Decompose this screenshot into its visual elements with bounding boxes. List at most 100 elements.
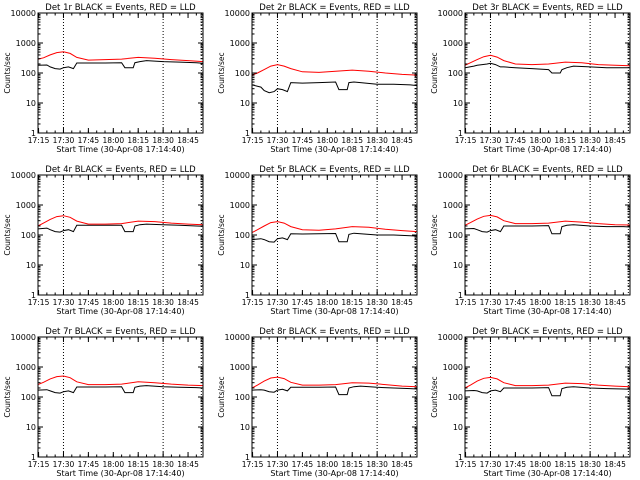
plot-frame (37, 336, 204, 458)
x-tick-label: 18:00 (316, 460, 338, 469)
chart-title: Det 4r BLACK = Events, RED = LLD (45, 165, 196, 175)
x-tick-label: 18:30 (579, 298, 601, 307)
plot-frame (464, 336, 631, 458)
chart-panel: Det 2r BLACK = Events, RED = LLD 1 10 100 10… (217, 3, 418, 154)
x-axis-label: Start Time (30-Apr-08 17:14:40) (483, 469, 611, 478)
x-tick-label: 17:30 (267, 136, 289, 145)
x-tick-label: 17:45 (505, 136, 527, 145)
lld-series-line (251, 221, 418, 234)
y-tick-label: 10 (26, 99, 36, 108)
y-tick-label: 10000 (225, 171, 250, 180)
plot-frame (464, 12, 631, 134)
y-tick-label: 10 (453, 261, 463, 270)
x-tick-label: 18:30 (579, 136, 601, 145)
x-tick-label: 17:30 (267, 460, 289, 469)
y-tick-label: 1000 (16, 363, 36, 372)
lld-series-line (37, 375, 204, 387)
x-axis-label: Start Time (30-Apr-08 17:14:40) (270, 307, 398, 316)
x-tick-label: 18:45 (604, 298, 626, 307)
y-axis-label: Counts/sec (217, 214, 226, 255)
events-series-line (464, 62, 630, 74)
x-axis-label: Start Time (30-Apr-08 17:14:40) (56, 307, 184, 316)
y-tick-label: 1 (458, 129, 463, 138)
chart-panel: Det 9r BLACK = Events, RED = LLD 1 10 100 10… (430, 327, 631, 478)
y-tick-label: 10 (453, 99, 463, 108)
y-axis-label: Counts/sec (217, 52, 226, 93)
y-tick-label: 1 (458, 453, 463, 462)
y-tick-label: 1 (245, 291, 250, 300)
x-tick-label: 17:15 (242, 298, 264, 307)
x-tick-label: 18:45 (604, 460, 626, 469)
y-tick-label: 10000 (225, 9, 250, 18)
x-tick-label: 18:00 (529, 298, 551, 307)
y-tick-label: 10000 (438, 333, 463, 342)
x-tick-label: 17:45 (505, 460, 527, 469)
y-tick-label: 100 (235, 393, 250, 402)
x-tick-label: 17:30 (53, 460, 75, 469)
x-tick-label: 18:45 (604, 136, 626, 145)
x-tick-label: 18:30 (366, 460, 388, 469)
events-series-line (251, 232, 418, 243)
x-tick-label: 18:00 (102, 298, 124, 307)
x-axis-label: Start Time (30-Apr-08 17:14:40) (270, 469, 398, 478)
x-tick-label: 17:15 (455, 298, 477, 307)
x-tick-label: 18:30 (152, 298, 174, 307)
x-tick-label: 18:00 (529, 136, 551, 145)
y-tick-label: 10 (26, 423, 36, 432)
x-tick-label: 17:30 (267, 298, 289, 307)
x-tick-label: 17:15 (28, 298, 50, 307)
x-tick-label: 17:30 (53, 298, 75, 307)
y-tick-label: 10 (240, 261, 250, 270)
x-tick-label: 18:15 (341, 136, 363, 145)
x-tick-label: 18:45 (391, 460, 413, 469)
y-tick-label: 10000 (11, 9, 36, 18)
y-tick-label: 100 (235, 231, 250, 240)
chart-panel: Det 3r BLACK = Events, RED = LLD 1 10 100 10… (430, 3, 631, 154)
x-axis-label: Start Time (30-Apr-08 17:14:40) (483, 307, 611, 316)
x-tick-label: 18:00 (316, 136, 338, 145)
chart-panel: Det 5r BLACK = Events, RED = LLD 1 10 100 10… (217, 165, 418, 316)
y-tick-label: 1000 (230, 363, 250, 372)
x-tick-label: 17:30 (480, 136, 502, 145)
chart-panel: Det 6r BLACK = Events, RED = LLD 1 10 100 10… (430, 165, 631, 316)
lld-series-line (37, 51, 204, 63)
x-tick-label: 17:45 (292, 298, 314, 307)
x-tick-label: 18:15 (341, 298, 363, 307)
chart-panel: Det 1r BLACK = Events, RED = LLD 1 10 100 10… (3, 3, 204, 154)
chart-title: Det 2r BLACK = Events, RED = LLD (259, 3, 410, 13)
y-tick-label: 10000 (11, 333, 36, 342)
x-tick-label: 17:45 (292, 136, 314, 145)
events-series-line (37, 60, 204, 70)
y-tick-label: 100 (235, 69, 250, 78)
x-tick-label: 17:15 (455, 136, 477, 145)
y-axis-label: Counts/sec (430, 214, 439, 255)
y-tick-label: 1 (31, 129, 36, 138)
y-tick-label: 10000 (225, 333, 250, 342)
x-tick-label: 18:00 (102, 136, 124, 145)
lld-series-line (251, 376, 418, 389)
x-tick-label: 18:30 (152, 460, 174, 469)
chart-title: Det 6r BLACK = Events, RED = LLD (472, 165, 623, 175)
x-tick-label: 18:15 (127, 298, 149, 307)
y-tick-label: 1 (31, 291, 36, 300)
chart-title: Det 7r BLACK = Events, RED = LLD (45, 327, 196, 337)
x-tick-label: 18:30 (579, 460, 601, 469)
x-tick-label: 18:15 (341, 460, 363, 469)
y-tick-label: 1000 (230, 39, 250, 48)
plot-frame (37, 12, 204, 134)
chart-title: Det 8r BLACK = Events, RED = LLD (259, 327, 410, 337)
x-tick-label: 18:15 (554, 136, 576, 145)
y-tick-label: 100 (21, 69, 36, 78)
y-tick-label: 100 (448, 231, 463, 240)
y-tick-label: 1000 (443, 39, 463, 48)
lld-series-line (251, 64, 418, 76)
y-tick-label: 1000 (16, 39, 36, 48)
y-tick-label: 1 (245, 129, 250, 138)
chart-panel: Det 4r BLACK = Events, RED = LLD 1 10 100 10… (3, 165, 204, 316)
x-tick-label: 17:45 (78, 136, 100, 145)
y-tick-label: 1000 (443, 201, 463, 210)
x-tick-label: 17:15 (28, 460, 50, 469)
x-tick-label: 18:30 (366, 298, 388, 307)
chart-panel: Det 8r BLACK = Events, RED = LLD 1 10 100 10… (217, 327, 418, 478)
